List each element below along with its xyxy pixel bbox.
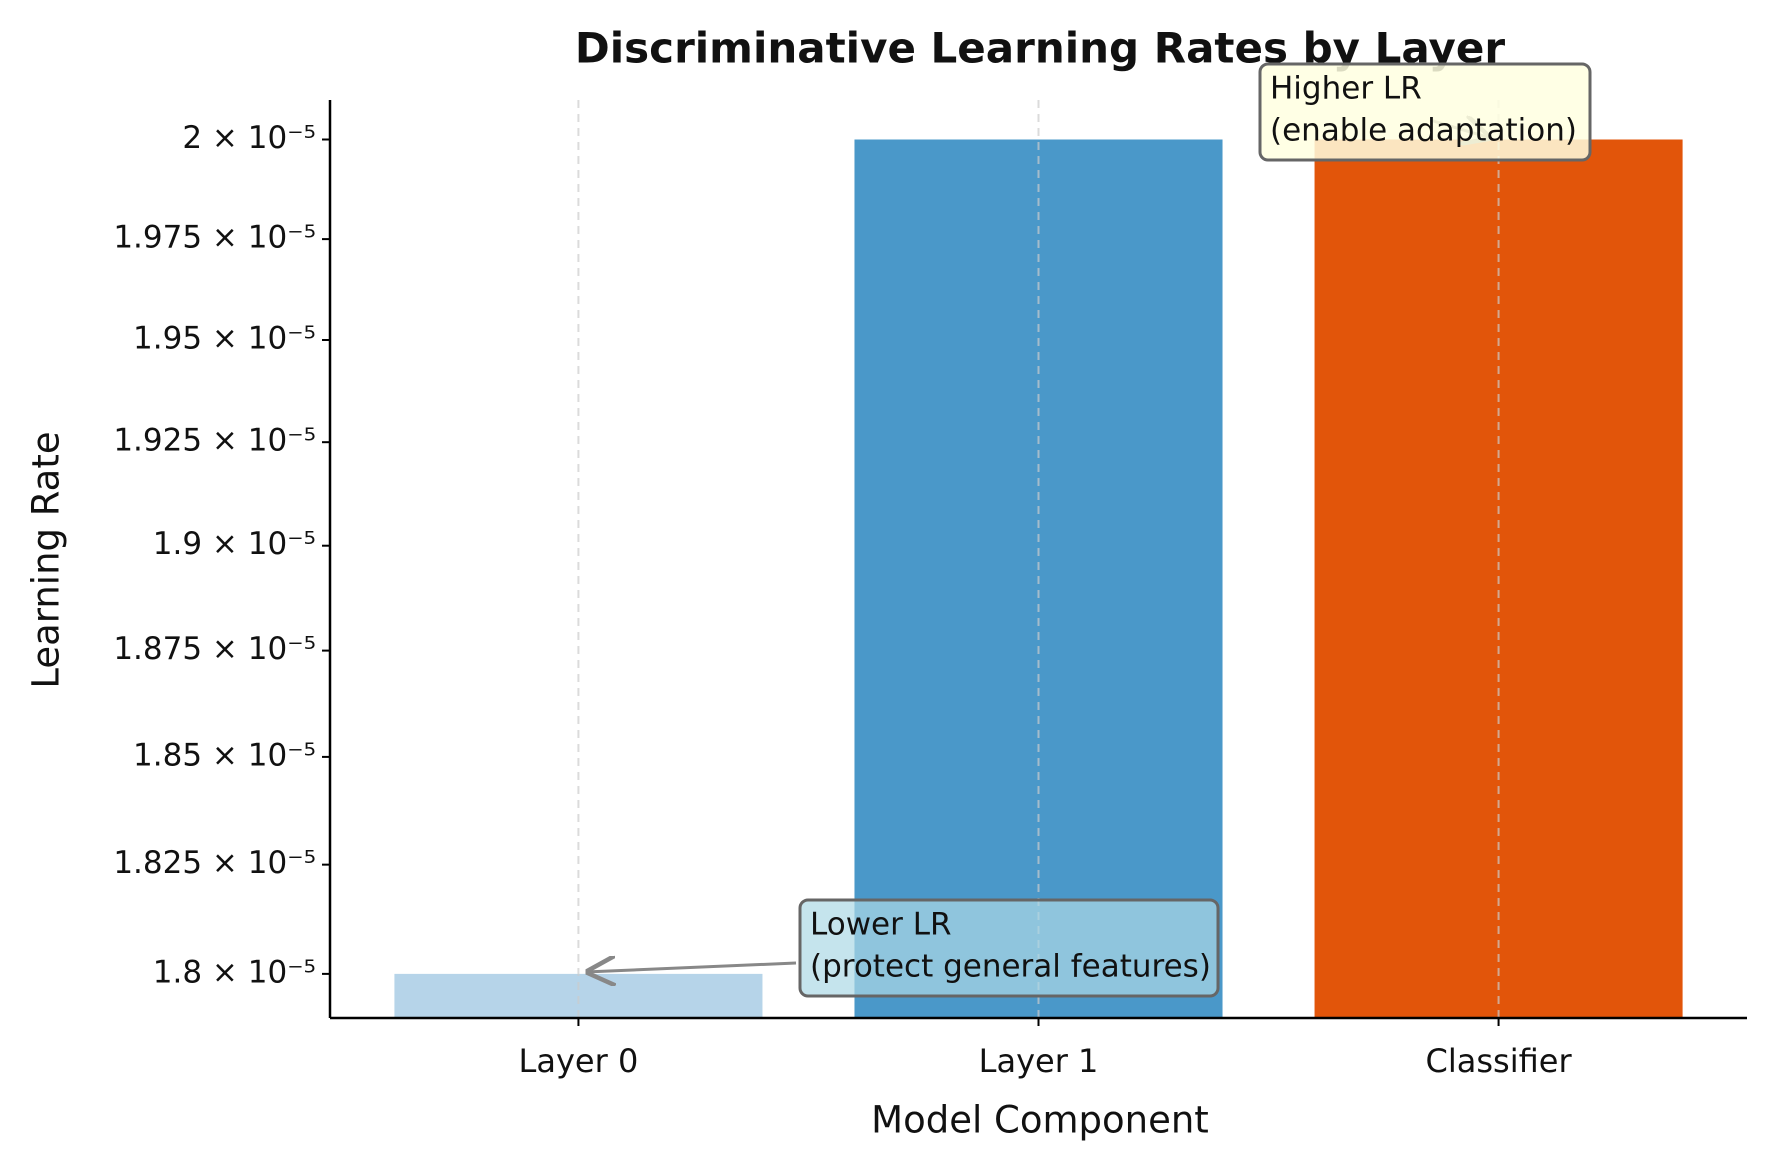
y-tick-label: 1.875 × 10⁻⁵	[113, 631, 316, 667]
y-tick-label: 1.975 × 10⁻⁵	[113, 220, 316, 256]
y-tick-label: 2 × 10⁻⁵	[182, 120, 316, 156]
y-tick-label: 1.925 × 10⁻⁵	[113, 423, 316, 459]
annotation-box	[798, 898, 1220, 998]
y-tick-label: 1.85 × 10⁻⁵	[133, 737, 316, 773]
annotation-box	[1258, 62, 1592, 162]
y-tick-label: 1.95 × 10⁻⁵	[133, 320, 316, 356]
annotation-text: Lower LR	[810, 907, 952, 943]
y-tick-label: 1.825 × 10⁻⁵	[113, 845, 316, 881]
x-tick-label: Classifier	[1426, 1042, 1573, 1080]
x-tick-label: Layer 1	[979, 1042, 1099, 1080]
y-tick-label: 1.8 × 10⁻⁵	[153, 954, 316, 990]
y-tick-label: 1.9 × 10⁻⁵	[153, 526, 316, 562]
annotation-arrow	[588, 963, 797, 972]
y-axis-label: Learning Rate	[25, 431, 68, 688]
annotation-text: (enable adaptation)	[1270, 113, 1577, 149]
x-axis-label: Model Component	[871, 1099, 1209, 1142]
annotation-text: Higher LR	[1270, 71, 1422, 107]
annotation-text: (protect general features)	[810, 949, 1211, 985]
x-tick-label: Layer 0	[519, 1042, 639, 1080]
